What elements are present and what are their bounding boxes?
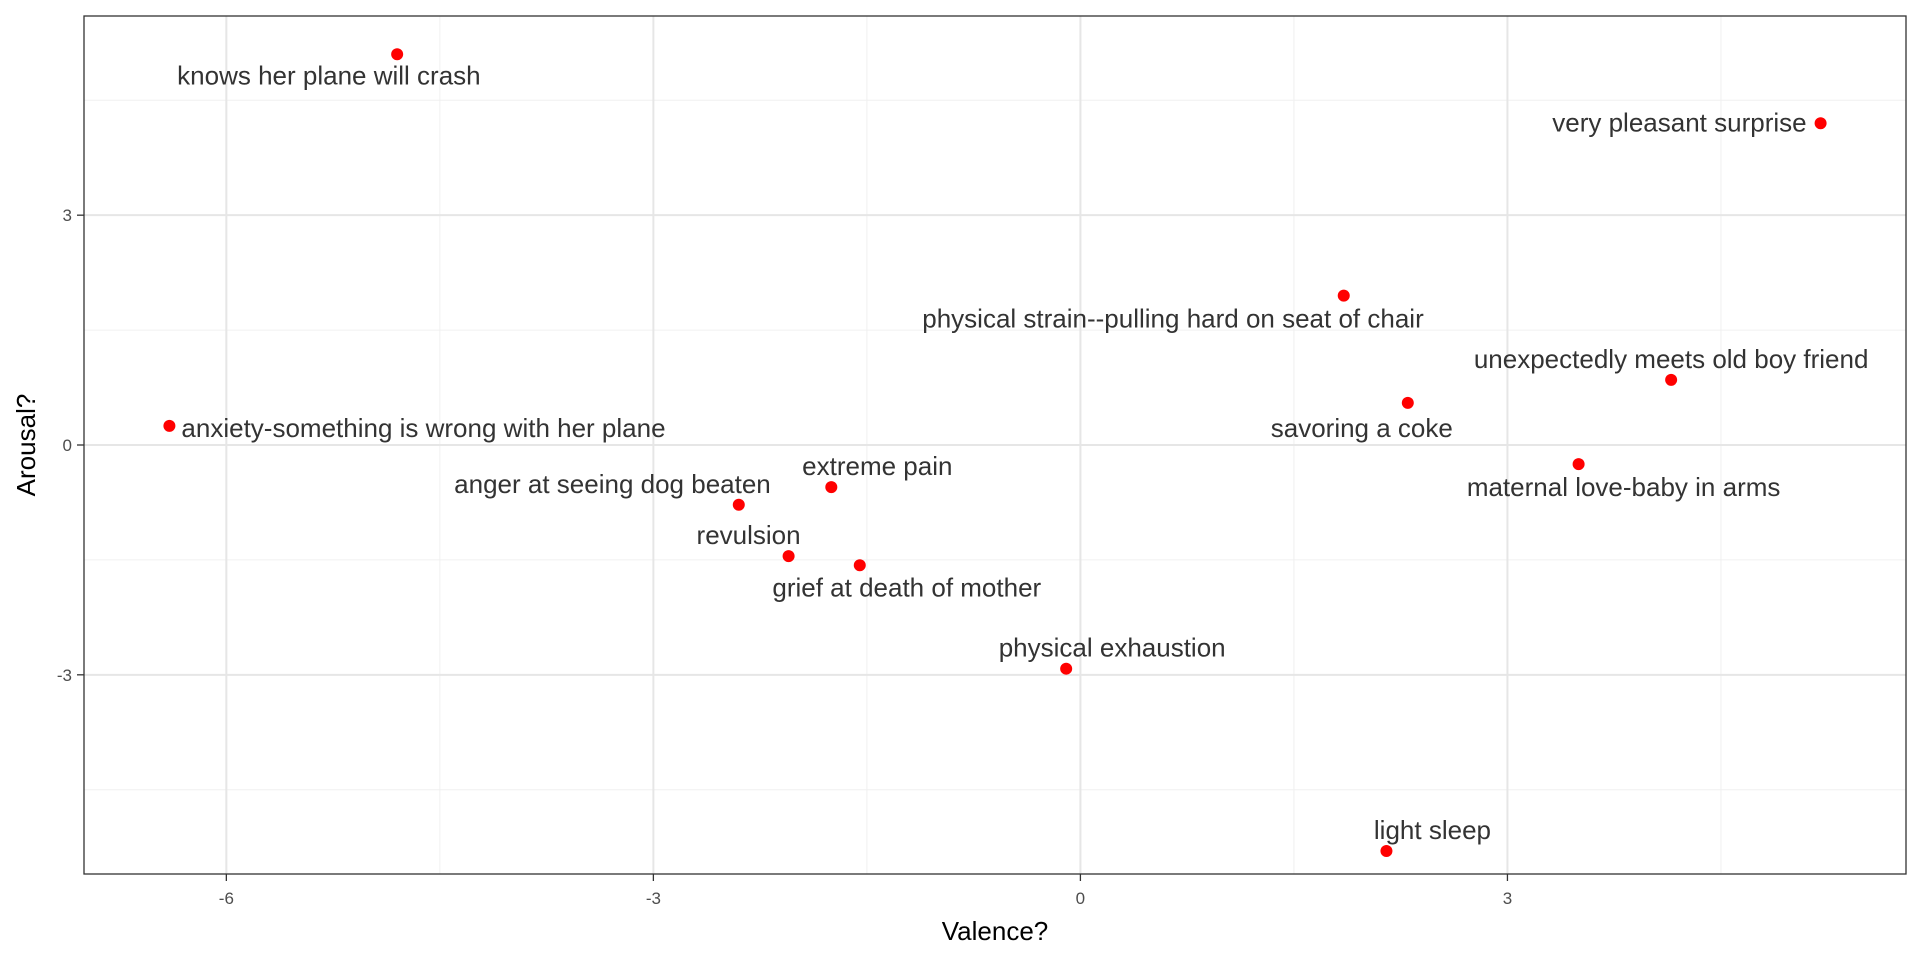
point-label: grief at death of mother	[772, 572, 1041, 602]
point-label: knows her plane will crash	[177, 60, 480, 90]
axes: -6 -3 0 3 -3 0 3	[57, 206, 1512, 908]
point-labels: knows her plane will crash very pleasant …	[177, 60, 1868, 845]
data-point	[1401, 396, 1414, 409]
point-label: physical exhaustion	[999, 633, 1226, 663]
data-point	[1337, 289, 1350, 302]
y-tick-label: 3	[63, 206, 72, 225]
y-axis-title: Arousal?	[11, 394, 41, 497]
point-label: anxiety-something is wrong with her plan…	[181, 413, 665, 443]
point-label: physical strain--pulling hard on seat of…	[922, 304, 1424, 334]
data-point	[1380, 845, 1393, 858]
x-tick-label: 0	[1076, 889, 1085, 908]
point-label: savoring a coke	[1271, 413, 1453, 443]
data-point	[825, 481, 838, 494]
point-label: light sleep	[1374, 815, 1491, 845]
data-points	[163, 48, 1827, 858]
data-point	[1814, 117, 1827, 130]
y-tick-label: -3	[57, 666, 72, 685]
point-label: revulsion	[697, 520, 801, 550]
data-point	[1060, 662, 1073, 675]
point-label: extreme pain	[802, 451, 952, 481]
data-point	[732, 498, 745, 511]
point-label: unexpectedly meets old boy friend	[1474, 344, 1869, 374]
data-point	[1572, 458, 1585, 471]
point-label: very pleasant surprise	[1552, 107, 1806, 137]
y-tick-label: 0	[63, 436, 72, 455]
data-point	[163, 419, 176, 432]
grid-lines	[84, 16, 1906, 874]
point-label: maternal love-baby in arms	[1467, 472, 1781, 502]
data-point	[782, 550, 795, 563]
x-axis-title: Valence?	[942, 916, 1049, 946]
x-tick-label: 3	[1503, 889, 1512, 908]
point-label: anger at seeing dog beaten	[454, 469, 771, 499]
x-tick-label: -6	[219, 889, 234, 908]
data-point	[1665, 373, 1678, 386]
data-point	[391, 48, 404, 61]
data-point	[853, 559, 866, 572]
x-tick-label: -3	[646, 889, 661, 908]
